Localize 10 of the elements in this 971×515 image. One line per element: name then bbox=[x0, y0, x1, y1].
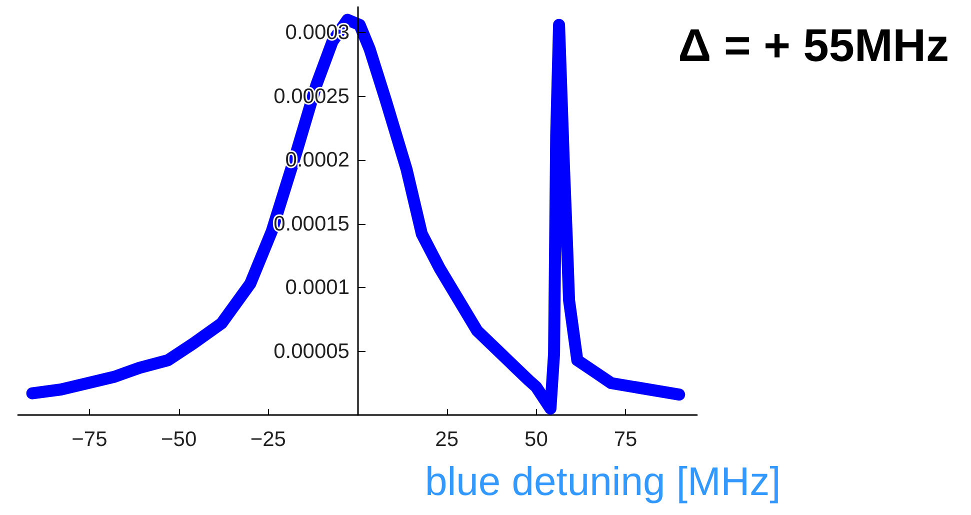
y-tick-label: 0.00005 bbox=[274, 340, 350, 363]
x-axis-title: blue detuning [MHz] bbox=[425, 460, 781, 504]
x-tick-label: −75 bbox=[72, 428, 108, 451]
x-tick-label: −50 bbox=[161, 428, 197, 451]
x-tick-label: −25 bbox=[250, 428, 286, 451]
y-tick-label: 0.0001 bbox=[285, 276, 350, 299]
x-tick-label: 25 bbox=[435, 428, 459, 451]
x-tick-label: 50 bbox=[524, 428, 548, 451]
x-tick-label: 75 bbox=[614, 428, 638, 451]
annotation: Δ = + 55MHz bbox=[678, 19, 950, 71]
